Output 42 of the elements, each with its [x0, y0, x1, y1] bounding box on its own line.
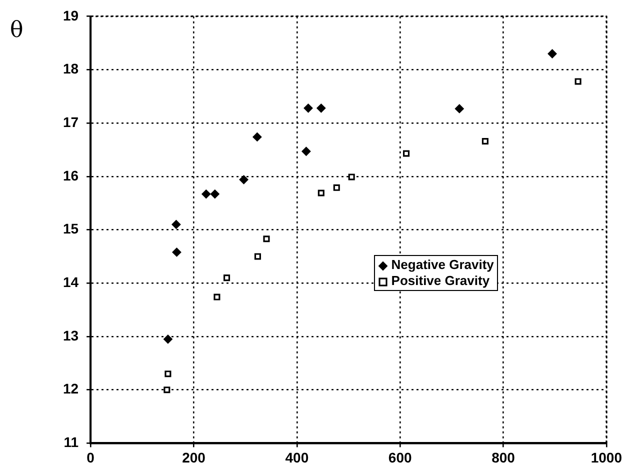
y-tick-label: 19	[62, 7, 79, 24]
point	[333, 184, 340, 191]
point	[403, 150, 410, 157]
point	[214, 294, 220, 300]
x-tick-label: 200	[182, 449, 206, 466]
point	[254, 253, 261, 260]
point	[574, 78, 582, 85]
y-axis-title: θ	[10, 18, 24, 44]
point	[164, 370, 172, 378]
x-tick-label: 0	[86, 449, 95, 466]
point	[202, 190, 211, 199]
point	[302, 146, 311, 156]
point	[263, 236, 270, 242]
y-tick-label: 17	[62, 114, 79, 130]
x-tick-label: 600	[388, 449, 412, 466]
x-tick-label: 1000	[590, 449, 622, 466]
y-tick-label: 13	[62, 327, 79, 344]
point	[172, 248, 182, 257]
point	[164, 386, 170, 394]
point	[163, 334, 172, 344]
legend-label: Negative Gravity	[390, 257, 494, 274]
point	[252, 132, 262, 142]
point	[223, 274, 230, 282]
x-tick-label: 800	[492, 449, 516, 466]
point	[318, 190, 324, 196]
point	[548, 49, 557, 58]
y-tick-label: 14	[62, 274, 79, 290]
x-tick-label: 400	[285, 449, 309, 466]
point	[482, 138, 488, 145]
y-tick-label: 18	[62, 60, 79, 77]
y-tick-label: 16	[62, 167, 79, 184]
legend-label: Positive Gravity	[390, 273, 491, 290]
y-tick-label: 12	[62, 380, 79, 397]
y-tick-label: 15	[62, 220, 79, 237]
point	[316, 104, 326, 113]
point	[304, 104, 313, 113]
point	[454, 104, 464, 114]
point	[348, 174, 355, 180]
point	[210, 190, 220, 199]
y-tick-label: 11	[64, 434, 79, 450]
point	[172, 220, 181, 229]
point	[239, 175, 248, 184]
